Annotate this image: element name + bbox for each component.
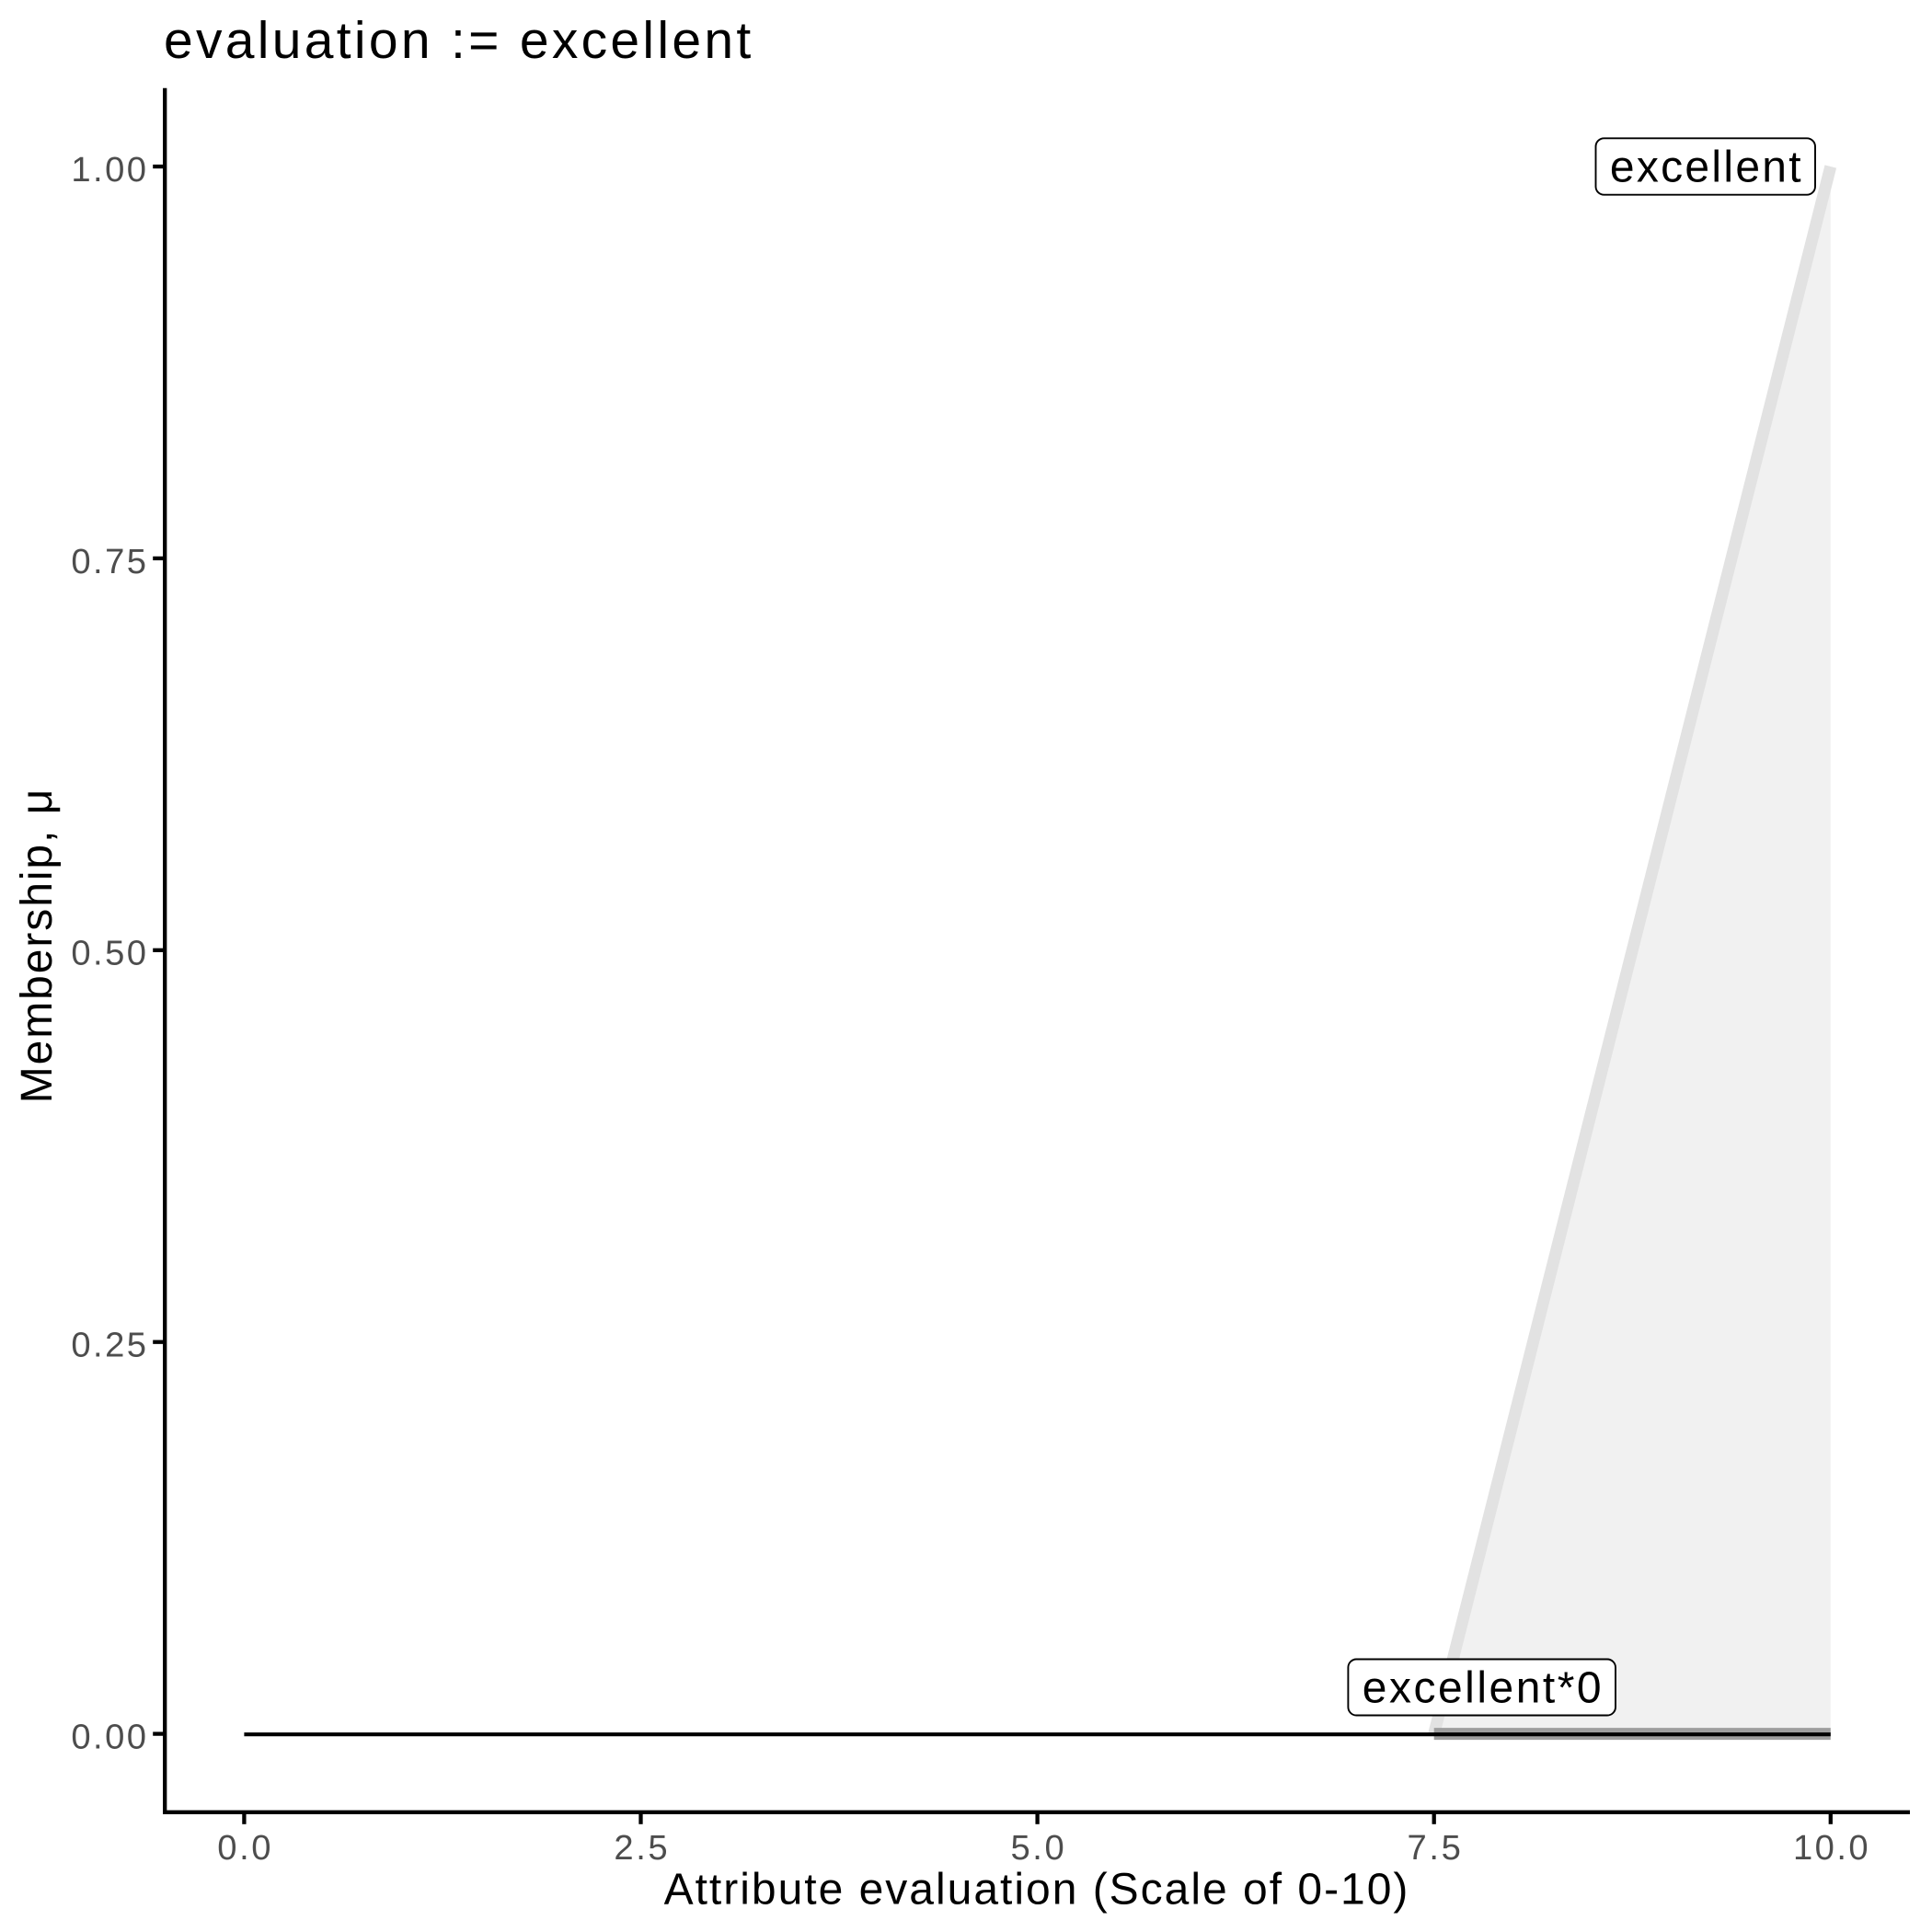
svg-text:excellent: excellent <box>1610 144 1801 192</box>
svg-text:1.00: 1.00 <box>71 150 146 190</box>
svg-text:5.0: 5.0 <box>1010 1828 1064 1868</box>
svg-text:excellent*0: excellent*0 <box>1363 1664 1602 1713</box>
svg-text:0.50: 0.50 <box>71 934 146 973</box>
svg-text:10.0: 10.0 <box>1793 1828 1869 1868</box>
svg-text:2.5: 2.5 <box>614 1828 667 1868</box>
svg-text:Attribute evaluation (Scale of: Attribute evaluation (Scale of 0-10) <box>664 1866 1409 1915</box>
svg-text:0.25: 0.25 <box>71 1326 146 1365</box>
svg-text:0.00: 0.00 <box>71 1718 146 1757</box>
svg-text:7.5: 7.5 <box>1408 1828 1461 1868</box>
svg-text:evaluation := excellent: evaluation := excellent <box>164 11 751 70</box>
svg-text:0.0: 0.0 <box>217 1828 270 1868</box>
svg-text:0.75: 0.75 <box>71 542 146 581</box>
svg-text:Membership, μ: Membership, μ <box>13 789 62 1104</box>
